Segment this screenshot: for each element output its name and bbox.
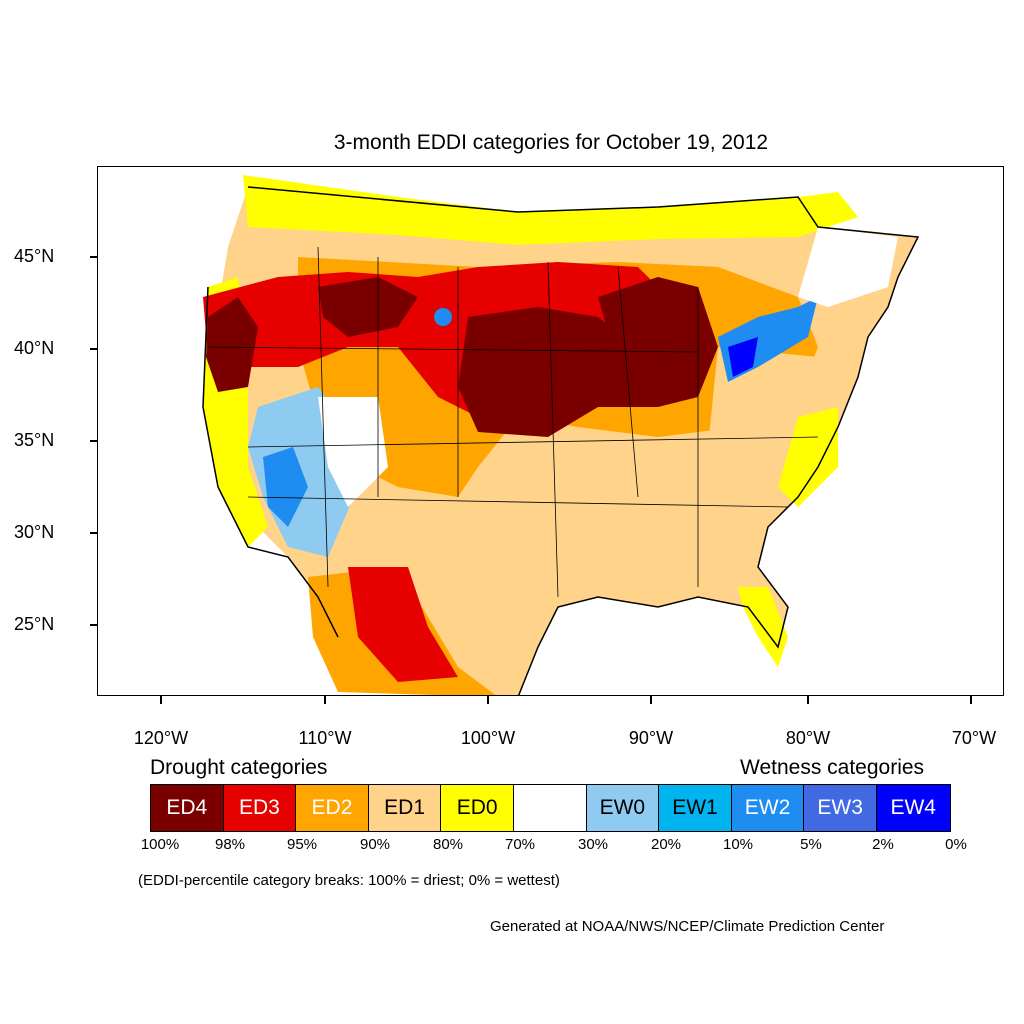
drought-heading: Drought categories bbox=[150, 756, 328, 779]
pct-label: 90% bbox=[359, 836, 391, 853]
lon-label-110: 110°W bbox=[298, 728, 352, 748]
north-yellow bbox=[243, 175, 858, 245]
legend-ed2: ED2 bbox=[296, 785, 369, 831]
legend-ew4: EW4 bbox=[876, 785, 950, 831]
lat-label-45: 45°N bbox=[14, 246, 55, 266]
legend-ew1: EW1 bbox=[659, 785, 732, 831]
category-note: (EDDI-percentile category breaks: 100% =… bbox=[138, 872, 560, 889]
pct-label: 98% bbox=[214, 836, 246, 853]
legend-ed4: ED4 bbox=[151, 785, 224, 831]
pct-label: 0% bbox=[945, 836, 967, 853]
lon-tick bbox=[970, 696, 972, 704]
lat-tick bbox=[90, 624, 98, 626]
southwest-white bbox=[318, 397, 388, 507]
coastline bbox=[202, 186, 920, 695]
legend-colorbar: ED4 ED3 ED2 ED1 ED0 EW0 EW1 EW2 EW3 EW4 bbox=[150, 784, 951, 832]
legend-ew3: EW3 bbox=[804, 785, 877, 831]
ed4-rockies bbox=[318, 277, 418, 337]
ed4-plains bbox=[458, 307, 698, 437]
legend-ed0: ED0 bbox=[441, 785, 514, 831]
credit-line: Generated at NOAA/NWS/NCEP/Climate Predi… bbox=[490, 918, 885, 935]
pct-label: 95% bbox=[286, 836, 318, 853]
lon-tick bbox=[650, 696, 652, 704]
state-boundaries bbox=[207, 246, 819, 598]
legend-ew0: EW0 bbox=[586, 785, 660, 831]
lat-tick bbox=[90, 348, 98, 350]
east-ed0 bbox=[778, 407, 838, 507]
lat-tick bbox=[90, 532, 98, 534]
lat-tick bbox=[90, 440, 98, 442]
lat-label-30: 30°N bbox=[14, 522, 55, 542]
lat-label-25: 25°N bbox=[14, 614, 55, 634]
lat-label-35: 35°N bbox=[14, 430, 55, 450]
ed4-great-lakes bbox=[598, 277, 718, 407]
wet-spot bbox=[434, 308, 452, 326]
legend-ew2: EW2 bbox=[731, 785, 805, 831]
lat-tick bbox=[90, 256, 98, 258]
lon-label-70: 70°W bbox=[951, 728, 997, 748]
lon-tick bbox=[807, 696, 809, 704]
lon-label-100: 100°W bbox=[460, 728, 516, 748]
northeast-white bbox=[798, 227, 898, 307]
lon-label-80: 80°W bbox=[785, 728, 831, 748]
map-panel bbox=[97, 166, 1004, 696]
lon-tick bbox=[324, 696, 326, 704]
map-title: 3-month EDDI categories for October 19, … bbox=[333, 131, 769, 154]
lon-tick bbox=[160, 696, 162, 704]
pct-label: 10% bbox=[722, 836, 754, 853]
pct-label: 20% bbox=[650, 836, 682, 853]
ed4-northwest bbox=[206, 297, 258, 392]
lat-label-40: 40°N bbox=[14, 338, 55, 358]
wetness-heading: Wetness categories bbox=[740, 756, 925, 779]
lon-label-120: 120°W bbox=[133, 728, 189, 748]
legend-ed1: ED1 bbox=[368, 785, 442, 831]
lon-tick bbox=[487, 696, 489, 704]
pct-label: 80% bbox=[432, 836, 464, 853]
southwest-wet-core bbox=[263, 447, 308, 527]
pct-label: 70% bbox=[504, 836, 536, 853]
eddi-map bbox=[202, 175, 920, 695]
legend-neutral bbox=[513, 785, 587, 831]
pct-label: 30% bbox=[577, 836, 609, 853]
legend-ed3: ED3 bbox=[223, 785, 297, 831]
pct-label: 5% bbox=[800, 836, 822, 853]
northeast-wet-core bbox=[728, 337, 758, 377]
lon-label-90: 90°W bbox=[628, 728, 674, 748]
mexico-ed3 bbox=[348, 567, 458, 682]
pct-label: 2% bbox=[872, 836, 894, 853]
pct-label: 100% bbox=[140, 836, 180, 853]
